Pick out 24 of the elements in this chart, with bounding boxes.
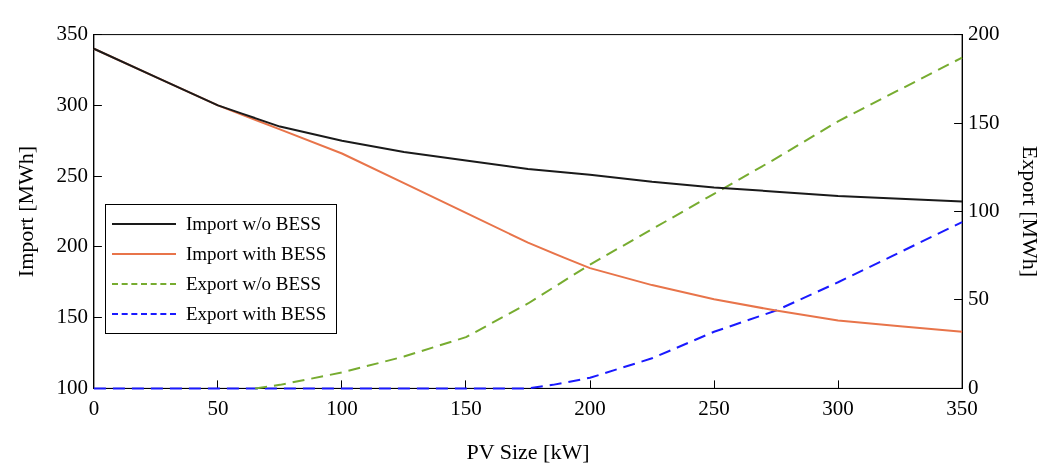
y-axis-title: Import [MWh] (12, 145, 38, 278)
y-tick-label: 300 (56, 91, 88, 116)
y2-tick-label: 200 (968, 21, 1000, 46)
x-tick-label: 300 (822, 395, 854, 420)
legend-label: Export with BESS (186, 303, 327, 325)
y-tick-label: 150 (56, 304, 88, 329)
x-axis-title: PV Size [kW] (466, 438, 590, 464)
y2-tick-label: 150 (968, 109, 1000, 134)
x-tick-label: 250 (698, 395, 730, 420)
legend-label: Import with BESS (186, 243, 327, 265)
x-tick-label: 50 (207, 395, 229, 420)
legend-label: Import w/o BESS (186, 213, 322, 235)
y-tick-label: 200 (56, 233, 88, 258)
y2-tick-label: 50 (968, 286, 990, 311)
x-tick-label: 0 (88, 395, 100, 420)
y2-axis-title: Export [MWh] (1018, 145, 1044, 278)
y-tick-label: 350 (56, 21, 88, 46)
y2-tick-label: 100 (968, 198, 1000, 223)
x-tick-label: 100 (326, 395, 358, 420)
x-tick-label: 200 (574, 395, 606, 420)
legend-label: Export w/o BESS (186, 273, 322, 295)
y-tick-label: 250 (56, 162, 88, 187)
y-tick-label: 100 (56, 374, 88, 399)
x-tick-label: 150 (450, 395, 482, 420)
